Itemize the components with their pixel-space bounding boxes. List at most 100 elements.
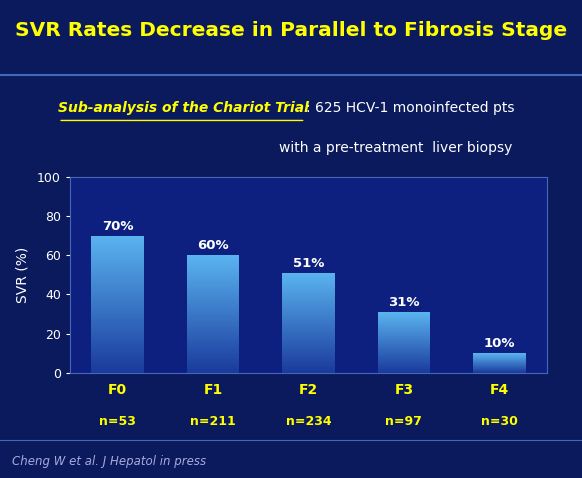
Bar [91,318,144,319]
Bar [91,294,144,296]
Bar [282,326,335,327]
Bar [187,255,239,256]
Text: n=211: n=211 [190,415,236,428]
Bar [91,288,144,289]
Text: : 625 HCV-1 monoinfected pts: : 625 HCV-1 monoinfected pts [306,101,514,115]
Text: F3: F3 [395,383,413,397]
Bar [187,304,239,306]
Bar [187,311,239,312]
Bar [378,336,430,337]
Bar [91,370,144,371]
Bar [282,365,335,366]
Bar [187,296,239,298]
Bar [282,307,335,308]
Bar [378,365,430,366]
Bar [91,349,144,351]
Bar [282,364,335,365]
Bar [91,363,144,365]
Bar [91,247,144,248]
Bar [91,322,144,324]
Bar [282,353,335,354]
Bar [282,275,335,276]
Bar [187,295,239,296]
Bar [91,321,144,322]
Bar [187,294,239,295]
Bar [378,333,430,334]
Bar [378,331,430,332]
Bar [282,322,335,323]
Bar [187,341,239,342]
Bar [378,342,430,343]
Bar [282,369,335,370]
Bar [378,361,430,362]
Bar [378,357,430,358]
Bar [378,317,430,318]
Bar [91,314,144,315]
Bar [282,324,335,325]
Bar [91,325,144,326]
Text: n=30: n=30 [481,415,518,428]
Bar [91,330,144,332]
Bar [91,296,144,297]
Bar [282,357,335,358]
Bar [187,280,239,281]
Bar [282,278,335,279]
Bar [91,302,144,303]
Bar [282,327,335,328]
Bar [187,327,239,328]
Bar [91,282,144,283]
Bar [282,296,335,297]
Bar [187,267,239,268]
Bar [187,268,239,270]
Bar [187,282,239,283]
Bar [91,285,144,286]
Bar [282,299,335,300]
Bar [282,298,335,299]
Bar [91,253,144,255]
Bar [282,316,335,317]
Bar [187,357,239,358]
Bar [282,292,335,293]
Text: F2: F2 [299,383,318,397]
Bar [378,369,430,370]
Bar [187,354,239,355]
Bar [91,308,144,310]
Bar [187,342,239,343]
Bar [282,314,335,315]
Bar [91,280,144,281]
Bar [187,335,239,337]
Bar [187,293,239,294]
Bar [187,322,239,324]
Bar [378,355,430,356]
Bar [91,286,144,288]
Bar [282,367,335,368]
Bar [282,362,335,363]
Bar [282,333,335,334]
Bar [187,334,239,335]
Bar [282,328,335,329]
Bar [282,321,335,322]
Bar [378,335,430,336]
Bar [282,358,335,359]
Bar [187,358,239,360]
Bar [282,281,335,282]
Bar [91,369,144,370]
Bar [282,317,335,318]
Bar [187,312,239,313]
Bar [187,258,239,259]
Bar [187,307,239,308]
Bar [91,359,144,360]
Bar [282,368,335,369]
Bar [187,299,239,300]
Bar [91,237,144,239]
Bar [91,332,144,333]
Text: 10%: 10% [484,337,515,350]
Bar [91,267,144,269]
Bar [378,362,430,363]
Bar [187,317,239,319]
Bar [91,358,144,359]
Bar [378,316,430,317]
Bar [282,295,335,296]
Bar [91,240,144,241]
Bar [282,343,335,344]
